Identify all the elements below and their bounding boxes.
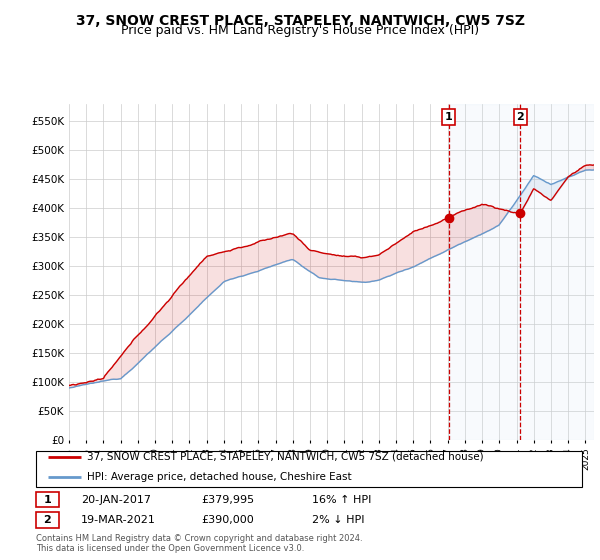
Text: 20-JAN-2017: 20-JAN-2017 — [81, 494, 151, 505]
Text: 37, SNOW CREST PLACE, STAPELEY, NANTWICH, CW5 7SZ: 37, SNOW CREST PLACE, STAPELEY, NANTWICH… — [76, 14, 524, 28]
Text: 2% ↓ HPI: 2% ↓ HPI — [312, 515, 365, 525]
Text: 2: 2 — [44, 515, 51, 525]
Text: 19-MAR-2021: 19-MAR-2021 — [81, 515, 156, 525]
Text: Price paid vs. HM Land Registry's House Price Index (HPI): Price paid vs. HM Land Registry's House … — [121, 24, 479, 37]
Text: 1: 1 — [44, 494, 51, 505]
Bar — [520, 104, 594, 440]
Text: Contains HM Land Registry data © Crown copyright and database right 2024.
This d: Contains HM Land Registry data © Crown c… — [36, 534, 362, 553]
Text: 2: 2 — [517, 112, 524, 122]
Text: HPI: Average price, detached house, Cheshire East: HPI: Average price, detached house, Ches… — [87, 473, 352, 482]
Text: 1: 1 — [445, 112, 452, 122]
Text: 16% ↑ HPI: 16% ↑ HPI — [312, 494, 371, 505]
Bar — [449, 104, 520, 440]
Text: £390,000: £390,000 — [201, 515, 254, 525]
Text: £379,995: £379,995 — [201, 494, 254, 505]
Text: 37, SNOW CREST PLACE, STAPELEY, NANTWICH, CW5 7SZ (detached house): 37, SNOW CREST PLACE, STAPELEY, NANTWICH… — [87, 452, 484, 461]
